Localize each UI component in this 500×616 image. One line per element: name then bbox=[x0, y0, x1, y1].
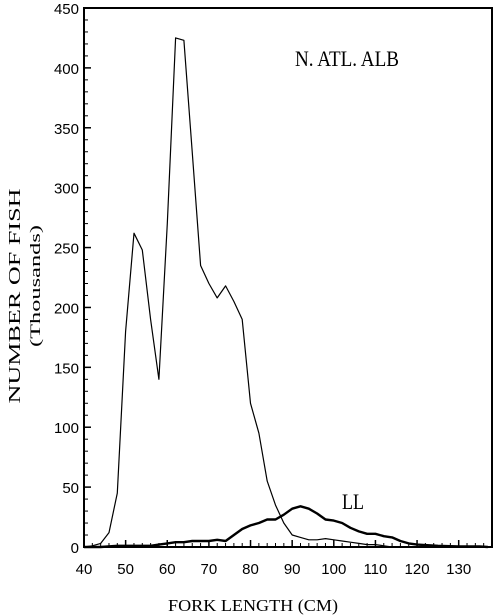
y-tick-label: 100 bbox=[54, 420, 79, 437]
x-tick-label: 120 bbox=[405, 561, 430, 578]
x-tick-label: 130 bbox=[446, 561, 471, 578]
x-tick-label: 110 bbox=[363, 561, 387, 578]
y-tick-label: 450 bbox=[54, 1, 79, 18]
x-tick-label: 100 bbox=[321, 561, 346, 578]
y-axis-title: NUMBER OF FISH bbox=[5, 189, 24, 404]
y-tick-label: 50 bbox=[62, 480, 79, 497]
x-tick-label: 60 bbox=[159, 561, 176, 578]
annotation-ll-label: LL bbox=[342, 489, 364, 514]
x-tick-label: 50 bbox=[117, 561, 134, 578]
y-tick-label: 250 bbox=[54, 241, 79, 258]
x-tick-label: 90 bbox=[284, 561, 301, 578]
annotation-stock-label: N. ATL. ALB bbox=[295, 46, 399, 71]
x-tick-label: 70 bbox=[201, 561, 218, 578]
total-catch-line bbox=[83, 37, 401, 548]
y-tick-label: 200 bbox=[54, 300, 79, 317]
y-axis-subtitle: (Thousands) bbox=[28, 225, 44, 347]
x-tick-label: 80 bbox=[242, 561, 259, 578]
y-tick-label: 350 bbox=[54, 121, 79, 138]
y-tick-label: 400 bbox=[54, 61, 79, 78]
x-tick-label: 40 bbox=[76, 561, 93, 578]
x-axis-title: FORK LENGTH (CM) bbox=[168, 596, 338, 615]
y-tick-label: 150 bbox=[54, 360, 79, 377]
y-tick-label: 300 bbox=[54, 181, 79, 198]
chart-series-layer bbox=[83, 37, 488, 549]
y-tick-label: 0 bbox=[71, 540, 79, 557]
longline-catch-line bbox=[84, 505, 488, 549]
chart-axes: 40 50 60 70 80 90 100 110 120 130 0 50 100 150 200 250 3… bbox=[54, 1, 493, 578]
